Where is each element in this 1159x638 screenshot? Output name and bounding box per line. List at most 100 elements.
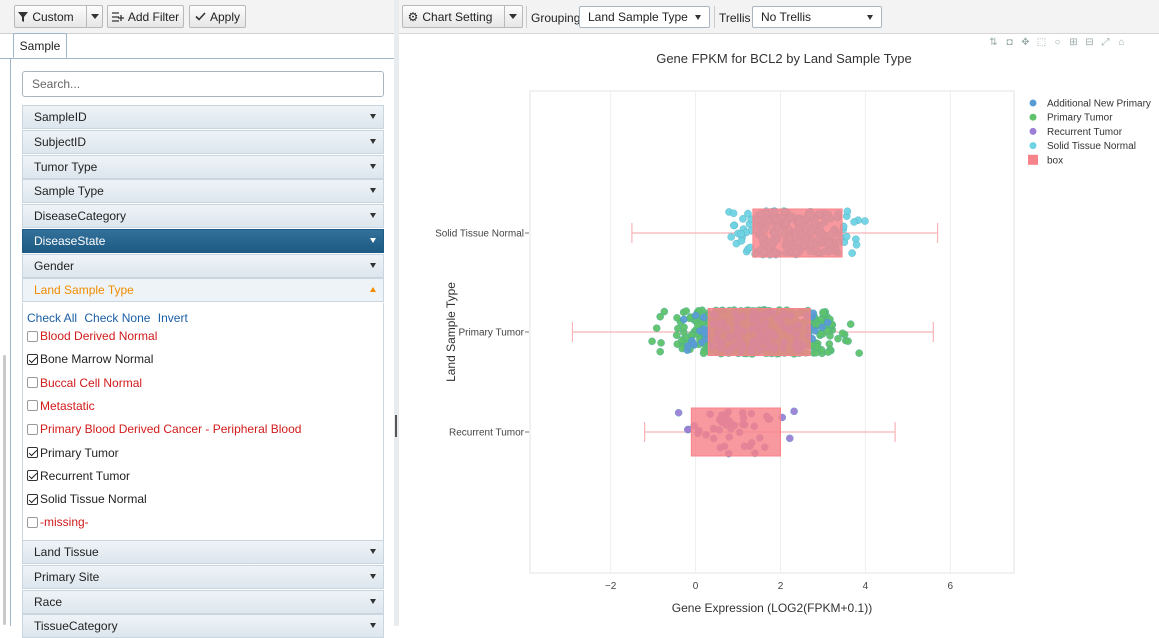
check-all-link[interactable]: Check All <box>27 311 78 325</box>
search-input[interactable] <box>22 71 384 97</box>
primary-tumor-point <box>656 312 664 321</box>
pan-icon[interactable]: ✥ <box>1021 37 1030 48</box>
filter-values-box <box>22 303 384 540</box>
chevron-down-icon <box>370 213 376 218</box>
lasso-icon[interactable]: ○ <box>1054 37 1061 48</box>
filter-gender[interactable]: Gender <box>22 254 384 278</box>
chart-setting-button[interactable]: ⚙ Chart Setting <box>402 5 523 28</box>
solid-tissue-normal-point <box>843 207 852 216</box>
value-checkbox-item[interactable]: Bone Marrow Normal <box>27 351 153 367</box>
chevron-down-icon <box>867 15 873 20</box>
filter-tumor-type[interactable]: Tumor Type <box>22 155 384 179</box>
value-checkbox-item[interactable]: Buccal Cell Normal <box>27 375 142 391</box>
value-label: Primary Blood Derived Cancer - Periphera… <box>40 422 302 437</box>
value-checkbox-item[interactable]: Primary Tumor <box>27 445 119 461</box>
value-checkbox-item[interactable]: Metastatic <box>27 398 95 414</box>
checkbox-unchecked-icon[interactable] <box>27 516 38 528</box>
primary-tumor-point <box>819 308 827 317</box>
box-select-icon[interactable]: ⬚ <box>1036 37 1047 48</box>
tab-sample[interactable]: Sample <box>13 33 67 58</box>
primary-tumor-point <box>682 307 691 315</box>
primary-tumor-point <box>672 331 681 340</box>
add-filter-button[interactable]: Add Filter <box>107 5 184 28</box>
invert-link[interactable]: Invert <box>157 311 188 325</box>
panel-splitter[interactable] <box>394 0 399 626</box>
x-tick-label: 0 <box>693 581 699 592</box>
filter-sample-type[interactable]: Sample Type <box>22 179 384 203</box>
apply-button[interactable]: Apply <box>189 5 246 28</box>
legend-marker <box>1029 99 1037 107</box>
box-rect <box>752 208 843 258</box>
home-icon[interactable]: ⌂ <box>1118 37 1125 48</box>
additional-new-primary-point <box>689 340 698 348</box>
funnel-icon <box>18 11 29 22</box>
check-none-link[interactable]: Check None <box>84 311 151 325</box>
autoscale-icon[interactable]: ⤢ <box>1101 37 1110 48</box>
chevron-down-icon <box>370 164 376 169</box>
value-checkbox-item[interactable]: Solid Tissue Normal <box>27 491 147 507</box>
additional-new-primary-point <box>818 323 826 331</box>
filter-diseasestate[interactable]: DiseaseState <box>22 229 384 253</box>
tab-bar: Sample <box>0 33 394 59</box>
zoom-in-icon[interactable]: ⊞ <box>1069 37 1078 48</box>
primary-tumor-point <box>652 324 661 332</box>
value-checkbox-item[interactable]: Primary Blood Derived Cancer - Periphera… <box>27 421 301 437</box>
filter-diseasecategory[interactable]: DiseaseCategory <box>22 204 384 228</box>
y-tick-label: Primary Tumor <box>458 328 524 339</box>
value-checkbox-item[interactable]: Recurrent Tumor <box>27 468 130 484</box>
chevron-down-icon <box>370 139 376 144</box>
primary-tumor-point <box>838 329 847 337</box>
camera-icon[interactable]: ◘ <box>1006 37 1013 48</box>
primary-tumor-point <box>674 324 682 333</box>
filter-tissuecategory[interactable]: TissueCategory <box>22 614 384 638</box>
value-label: Blood Derived Normal <box>40 329 158 343</box>
zoom-out-icon[interactable]: ⊟ <box>1085 37 1094 48</box>
recurrent-tumor-point <box>684 425 692 434</box>
filter-race[interactable]: Race <box>22 590 384 614</box>
trellis-label: Trellis <box>719 11 751 25</box>
grouping-select[interactable]: Land Sample Type <box>579 6 710 28</box>
checkbox-checked-icon[interactable] <box>27 470 38 482</box>
splitter-grip[interactable] <box>395 415 397 437</box>
checkbox-unchecked-icon[interactable] <box>27 330 38 342</box>
trellis-select[interactable]: No Trellis <box>752 6 882 28</box>
primary-tumor-point <box>660 307 669 316</box>
chart-toolbar: ⚙ Chart Setting Grouping Land Sample Typ… <box>399 0 1159 34</box>
primary-tumor-point <box>844 337 852 345</box>
filter-sampleid[interactable]: SampleID <box>22 105 384 129</box>
solid-tissue-normal-point <box>729 209 738 218</box>
gear-icon: ⚙ <box>407 9 419 24</box>
y-tick-label: Recurrent Tumor <box>449 428 525 439</box>
filter-land-sample-type[interactable]: Land Sample Type <box>22 278 384 302</box>
checkbox-unchecked-icon[interactable] <box>27 400 38 412</box>
checkbox-checked-icon[interactable] <box>27 447 38 458</box>
legend-marker <box>1028 154 1038 165</box>
legend-item: Additional New Primary <box>1047 99 1151 110</box>
solid-tissue-normal-point <box>730 221 738 230</box>
add-filter-icon <box>111 11 124 22</box>
scrollbar[interactable] <box>3 355 6 625</box>
chart-setting-label: Chart Setting <box>422 9 493 24</box>
value-checkbox-item[interactable]: Blood Derived Normal <box>27 328 157 344</box>
filter-primary-site[interactable]: Primary Site <box>22 565 384 589</box>
chevron-down-icon <box>370 114 376 119</box>
apply-label: Apply <box>209 9 241 24</box>
recurrent-tumor-point <box>790 407 798 416</box>
filter-subjectid[interactable]: SubjectID <box>22 130 384 154</box>
chevron-down-icon <box>509 13 518 19</box>
box-rect <box>690 407 781 457</box>
filter-land-tissue[interactable]: Land Tissue <box>22 540 384 564</box>
value-label: -missing- <box>40 515 89 530</box>
checkbox-unchecked-icon[interactable] <box>27 423 38 435</box>
custom-dropdown-button[interactable]: Custom <box>14 5 103 28</box>
solid-tissue-normal-point <box>848 249 856 257</box>
value-checkbox-item[interactable]: -missing- <box>27 514 89 530</box>
solid-tissue-normal-point <box>744 209 752 218</box>
checkbox-checked-icon[interactable] <box>27 493 38 505</box>
checkbox-checked-icon[interactable] <box>27 353 38 365</box>
checkbox-unchecked-icon[interactable] <box>27 377 38 389</box>
x-tick-label: 6 <box>948 581 954 592</box>
solid-tissue-normal-point <box>842 232 851 241</box>
compare-icon[interactable]: ⇅ <box>989 37 998 48</box>
primary-tumor-point <box>813 343 822 351</box>
